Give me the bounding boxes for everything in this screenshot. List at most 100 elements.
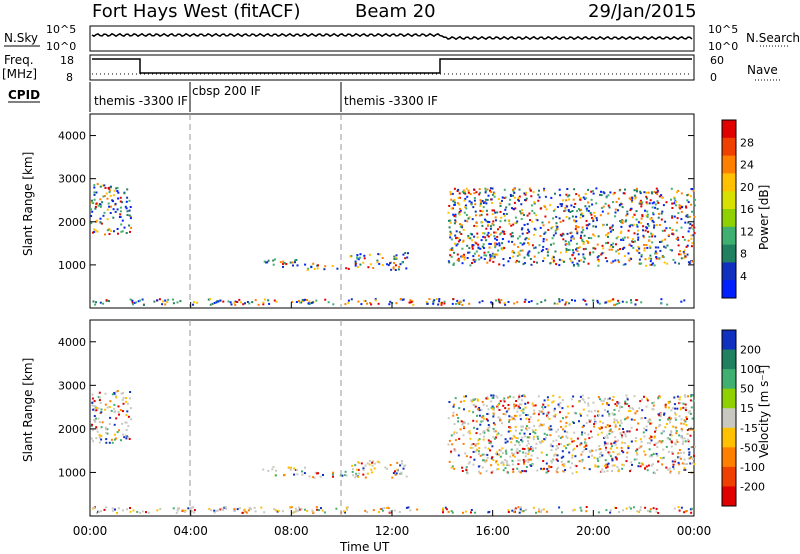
velocity-cell bbox=[511, 463, 514, 466]
power-cell bbox=[649, 263, 652, 266]
power-cell bbox=[311, 301, 314, 304]
power-cell bbox=[455, 302, 457, 305]
velocity-cell bbox=[541, 406, 544, 409]
power-cell bbox=[576, 250, 579, 253]
power-cell bbox=[575, 193, 578, 196]
velocity-cell bbox=[238, 507, 241, 510]
power-cell bbox=[222, 300, 225, 303]
velocity-cell bbox=[670, 440, 673, 443]
velocity-cell bbox=[580, 509, 583, 512]
power-cell bbox=[609, 191, 612, 194]
power-cell bbox=[393, 255, 396, 258]
sky-left-tick-bottom: 10^0 bbox=[46, 40, 76, 53]
velocity-cell bbox=[569, 466, 572, 469]
power-cell bbox=[106, 197, 109, 200]
velocity-cell bbox=[643, 450, 646, 453]
velocity-cell bbox=[318, 509, 320, 512]
velocity-cell bbox=[690, 446, 693, 449]
power-cell bbox=[533, 233, 536, 236]
power-cell bbox=[552, 234, 555, 237]
velocity-cell bbox=[537, 508, 540, 511]
power-cell bbox=[589, 251, 591, 254]
velocity-cell bbox=[127, 435, 130, 438]
velocity-cell bbox=[372, 509, 375, 512]
velocity-cell bbox=[508, 415, 511, 418]
velocity-cell bbox=[523, 395, 526, 398]
velocity-cell bbox=[526, 436, 529, 439]
x-tick-label-5: 20:00 bbox=[576, 524, 611, 538]
power-cell bbox=[497, 249, 500, 252]
power-cell bbox=[575, 220, 578, 223]
power-cell bbox=[108, 191, 111, 194]
velocity-cell bbox=[468, 461, 471, 464]
power-cell bbox=[632, 241, 635, 243]
velocity-cell bbox=[222, 509, 225, 511]
power-cell bbox=[449, 249, 452, 251]
power-cell bbox=[654, 206, 657, 209]
velocity-cell bbox=[580, 453, 583, 456]
power-cell bbox=[688, 227, 691, 230]
velocity-cell bbox=[618, 409, 620, 412]
velocity-cell bbox=[364, 464, 367, 467]
velocity-cell bbox=[485, 397, 488, 400]
velocity-cell bbox=[405, 506, 408, 509]
power-cell bbox=[652, 211, 654, 214]
velocity-cell bbox=[483, 435, 485, 438]
velocity-cell bbox=[508, 426, 511, 429]
power-cell bbox=[495, 299, 497, 302]
velocity-cell bbox=[498, 453, 501, 456]
velocity-cell bbox=[486, 413, 489, 415]
velocity-colorbar-tick-3: 15 bbox=[740, 402, 754, 415]
power-cell bbox=[354, 264, 357, 267]
power-cell bbox=[526, 232, 529, 235]
velocity-cell bbox=[362, 467, 365, 470]
velocity-cell bbox=[614, 436, 617, 439]
power-cell bbox=[461, 255, 464, 257]
velocity-cell bbox=[607, 462, 610, 465]
power-cell bbox=[552, 209, 555, 212]
velocity-cell bbox=[623, 418, 626, 421]
power-cell bbox=[464, 204, 467, 207]
power-cell bbox=[614, 303, 617, 306]
velocity-cell bbox=[645, 425, 648, 428]
power-cell bbox=[324, 298, 327, 301]
power-cell bbox=[686, 199, 689, 202]
power-cell bbox=[404, 257, 407, 260]
power-cell bbox=[512, 223, 515, 226]
power-cell bbox=[562, 238, 565, 241]
power-cell bbox=[595, 225, 597, 228]
velocity-cell bbox=[580, 433, 583, 436]
velocity-cell bbox=[575, 465, 578, 468]
power-cell bbox=[294, 259, 297, 262]
velocity-cell bbox=[534, 404, 537, 407]
power-cell bbox=[684, 255, 687, 258]
power-cell bbox=[461, 190, 464, 193]
velocity-cell bbox=[525, 425, 528, 428]
power-cell bbox=[520, 212, 523, 215]
velocity-cell bbox=[489, 440, 492, 443]
velocity-cell bbox=[687, 411, 690, 414]
velocity-cell bbox=[602, 399, 605, 402]
power-cell bbox=[494, 237, 497, 240]
power-cell bbox=[125, 200, 128, 203]
velocity-cell bbox=[639, 400, 642, 403]
velocity-cell bbox=[645, 405, 648, 408]
power-cell bbox=[125, 232, 128, 234]
power-cell bbox=[485, 198, 488, 201]
power-cell bbox=[528, 230, 531, 233]
power-cell bbox=[643, 244, 645, 246]
power-cell bbox=[514, 207, 517, 210]
velocity-cell bbox=[560, 426, 563, 428]
power-cell bbox=[479, 191, 481, 194]
power-cell bbox=[492, 224, 495, 227]
power-cell bbox=[670, 249, 673, 252]
power-ytick-label-0: 1000 bbox=[58, 259, 86, 272]
velocity-cell bbox=[683, 458, 686, 461]
velocity-cell bbox=[482, 438, 485, 441]
power-cell bbox=[94, 207, 97, 210]
velocity-cell bbox=[581, 394, 584, 397]
power-cell bbox=[646, 197, 648, 200]
velocity-cell bbox=[589, 419, 592, 422]
velocity-cell bbox=[393, 509, 396, 512]
velocity-cell bbox=[680, 428, 683, 431]
